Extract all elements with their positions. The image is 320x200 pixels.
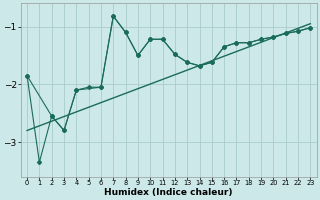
X-axis label: Humidex (Indice chaleur): Humidex (Indice chaleur) bbox=[104, 188, 233, 197]
